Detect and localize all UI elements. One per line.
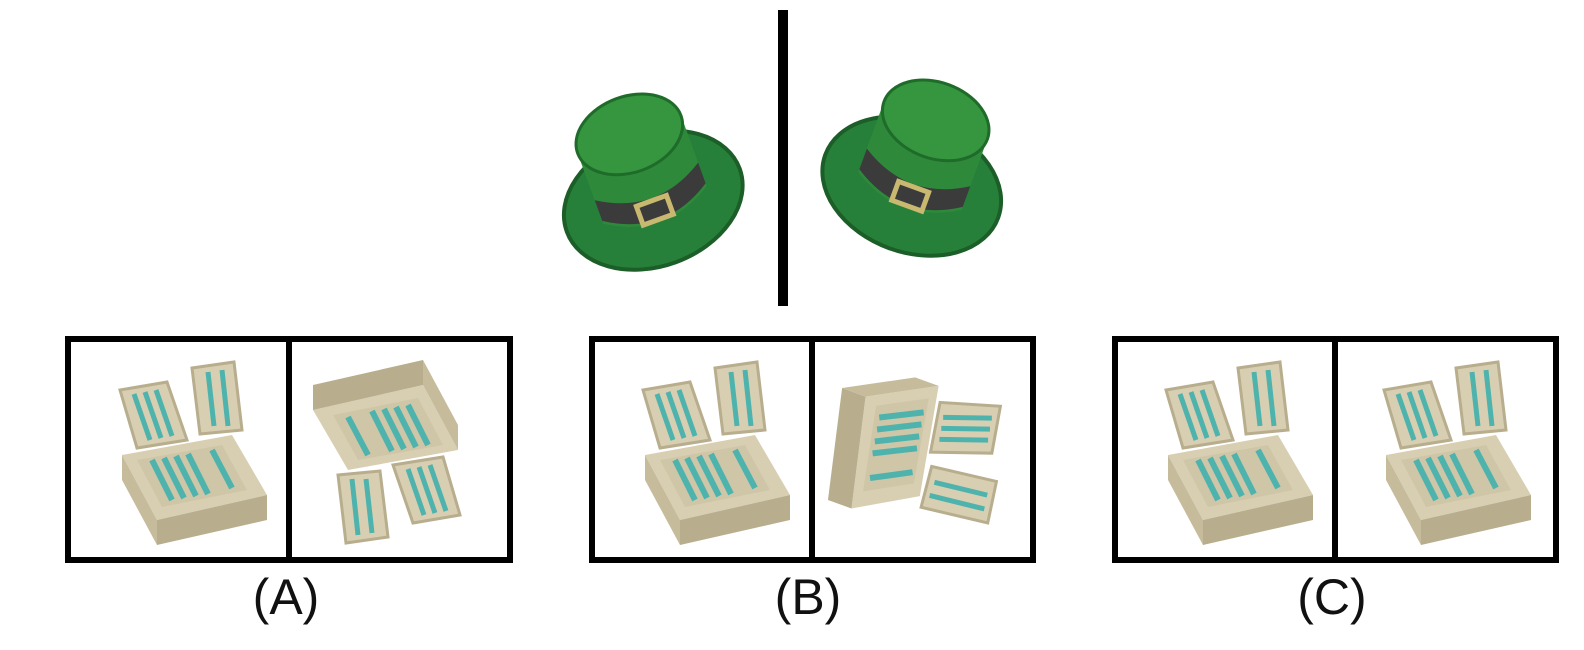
- option-a-panel[interactable]: [65, 336, 513, 563]
- reference-hat-left: [530, 67, 762, 293]
- reference-hat-right: [803, 53, 1035, 279]
- option-b-label: (B): [774, 569, 842, 625]
- option-c-label: (C): [1297, 569, 1367, 625]
- option-c-panel[interactable]: [1112, 336, 1559, 563]
- option-b-panel[interactable]: [589, 336, 1036, 563]
- option-a-label: (A): [252, 569, 320, 625]
- reference-divider: [778, 10, 788, 306]
